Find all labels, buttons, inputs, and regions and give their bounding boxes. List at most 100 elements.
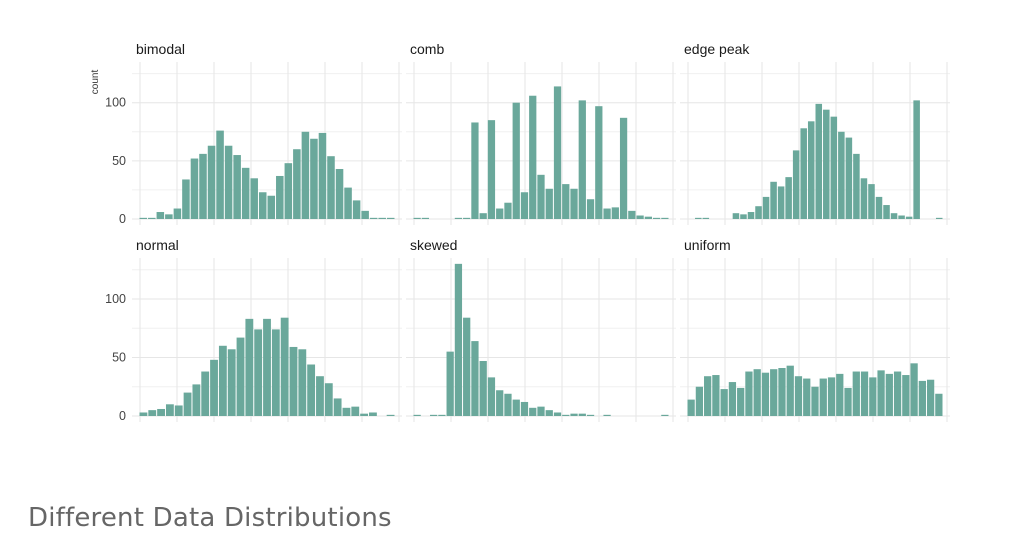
histogram-bar (333, 398, 342, 416)
histogram-bar (838, 131, 845, 219)
histogram-bar (289, 346, 298, 416)
histogram-bar (860, 178, 868, 219)
histogram-bar (301, 131, 310, 219)
histogram-bar (702, 217, 710, 219)
histogram-bar (740, 214, 747, 219)
histogram-bar (611, 207, 619, 219)
histogram-bar (307, 364, 316, 416)
histogram-bar (267, 195, 276, 219)
histogram-bar (413, 217, 421, 219)
histogram-bar (165, 214, 173, 219)
histogram-bar (913, 100, 920, 219)
histogram-bar (496, 390, 504, 416)
histogram-bar (603, 208, 611, 219)
histogram-bar (570, 188, 578, 219)
histogram-bar (755, 206, 762, 219)
histogram-bar (504, 393, 512, 416)
histogram-bar (471, 341, 479, 416)
histogram-bar (479, 213, 487, 219)
histogram-bar (762, 196, 770, 219)
histogram-bar (770, 181, 777, 219)
histogram-bar (316, 376, 324, 416)
histogram-bar (335, 168, 344, 219)
histogram-bar (250, 178, 258, 219)
histogram-bar (877, 370, 885, 416)
histogram-bar (562, 184, 570, 219)
y-tick-label: 50 (112, 154, 126, 168)
histogram-bar (695, 217, 702, 219)
histogram-bar (794, 376, 803, 416)
facet-title: skewed (410, 237, 457, 253)
histogram-bar (777, 186, 785, 219)
histogram-bar (271, 329, 280, 416)
histogram-bar (190, 158, 199, 219)
histogram-bar (935, 217, 943, 219)
histogram-bar (836, 373, 844, 416)
histogram-bar (298, 349, 307, 416)
histogram-bar (344, 187, 352, 219)
histogram-bar (898, 215, 905, 219)
histogram-bar (438, 414, 446, 416)
histogram-bar (369, 412, 377, 416)
histogram-bar (487, 377, 496, 416)
y-tick-label: 100 (105, 96, 126, 110)
histogram-bar (545, 410, 553, 416)
histogram-bar (792, 150, 800, 219)
histogram-bar (819, 378, 827, 416)
histogram-bar (890, 213, 898, 219)
facet-panel-edge-peak: edge peak (680, 41, 950, 225)
y-tick-label: 50 (112, 350, 126, 364)
histogram-bar (413, 414, 421, 416)
histogram-bar (207, 145, 216, 219)
histogram-bar (830, 116, 838, 219)
histogram-bar (529, 95, 537, 219)
histogram-bar (687, 399, 695, 416)
histogram-bar (578, 100, 586, 219)
histogram-bar (712, 375, 720, 416)
histogram-bar (342, 407, 351, 416)
histogram-bar (199, 153, 207, 219)
facet-title: comb (410, 41, 444, 57)
histogram-bar (902, 375, 910, 416)
histogram-bar (827, 377, 836, 416)
histogram-bar (293, 149, 301, 219)
histogram-bar (562, 414, 570, 416)
histogram-bar (454, 263, 463, 416)
histogram-bar (652, 217, 661, 219)
histogram-bar (728, 382, 737, 416)
facet-panel-skewed: skewed (406, 237, 676, 422)
histogram-bar (210, 359, 218, 416)
histogram-bar (644, 216, 652, 219)
facet-panel-uniform: uniform (680, 237, 950, 422)
histogram-bar (386, 217, 395, 219)
histogram-bar (586, 199, 595, 219)
histogram-bar (661, 217, 669, 219)
histogram-bar (811, 386, 819, 416)
histogram-bar (875, 196, 883, 219)
histogram-bar (454, 217, 463, 219)
histogram-bar (745, 371, 753, 416)
histogram-bar (245, 318, 254, 416)
histogram-bar (823, 109, 830, 219)
y-tick-label: 100 (105, 292, 126, 306)
histogram-bar (479, 360, 487, 416)
histogram-bar (520, 192, 529, 219)
histogram-bar (360, 413, 369, 416)
histogram-bar (446, 351, 454, 416)
histogram-bar (183, 392, 192, 416)
histogram-bar (463, 217, 471, 219)
histogram-bar (628, 210, 636, 219)
histogram-bar (487, 120, 496, 219)
facet-panel-normal: normal 0 50 100 (105, 237, 402, 423)
figure-caption: Different Data Distributions (28, 503, 392, 533)
histogram-bar (619, 117, 628, 219)
histogram-bar (280, 317, 289, 416)
histogram-bar (201, 371, 210, 416)
histogram-bar (545, 188, 553, 219)
histogram-bar (661, 414, 669, 416)
histogram-bar (570, 413, 578, 416)
histogram-bar (430, 414, 438, 416)
histogram-bar (860, 371, 869, 416)
histogram-bar (352, 200, 361, 219)
histogram-bar (173, 208, 182, 219)
